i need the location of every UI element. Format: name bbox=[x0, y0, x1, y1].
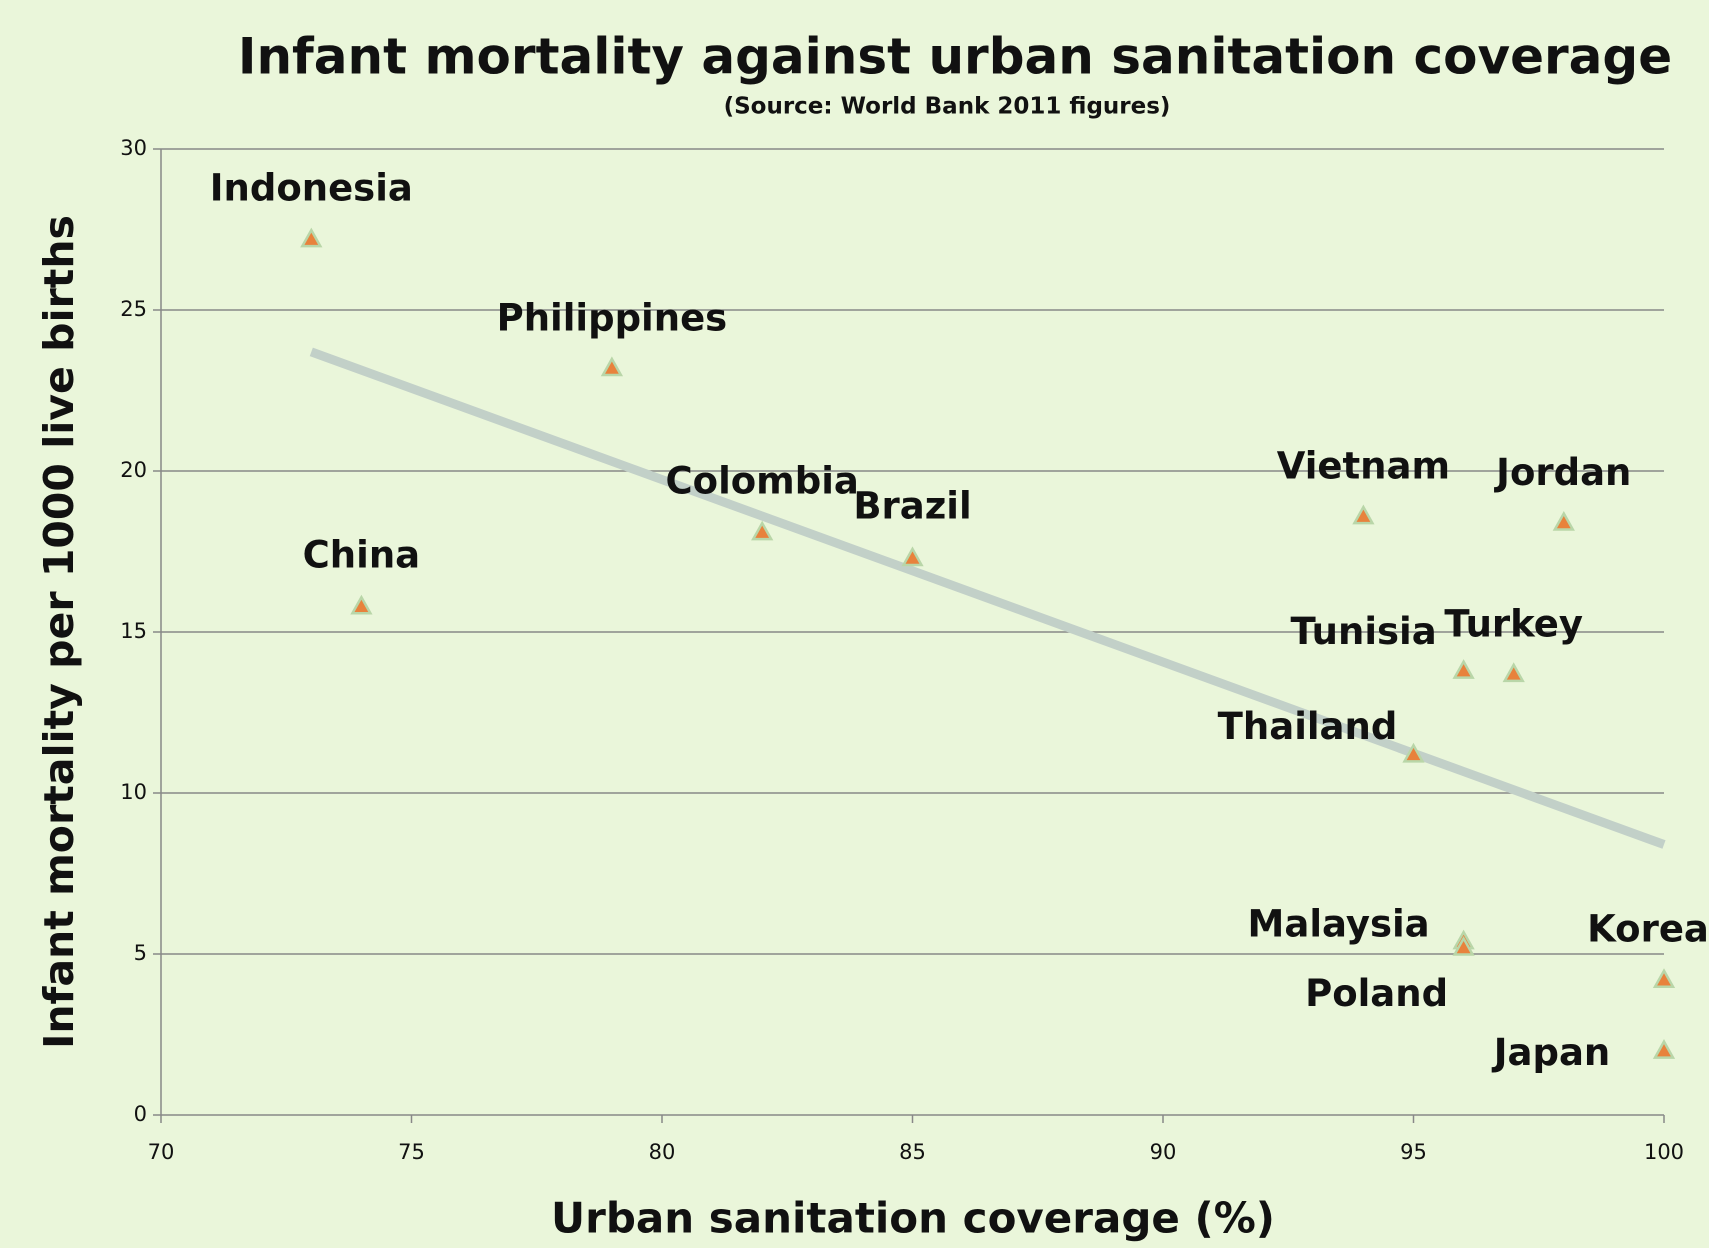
point-label: China bbox=[303, 534, 421, 577]
marker bbox=[1502, 662, 1525, 683]
marker bbox=[1352, 504, 1375, 525]
x-tick-label: 85 bbox=[899, 1140, 926, 1164]
y-tick-label: 0 bbox=[134, 1102, 147, 1126]
marker bbox=[300, 227, 323, 248]
chart-subtitle: (Source: World Bank 2011 figures) bbox=[724, 94, 1171, 120]
marker bbox=[1652, 968, 1676, 989]
x-tick-label: 100 bbox=[1644, 1140, 1684, 1164]
x-tick-label: 95 bbox=[1400, 1140, 1427, 1164]
point-label: Thailand bbox=[1218, 705, 1398, 748]
marker bbox=[1402, 742, 1425, 763]
marker bbox=[1552, 510, 1575, 531]
x-tick-label: 90 bbox=[1150, 1140, 1177, 1164]
x-axis-label: Urban sanitation coverage (%) bbox=[551, 1194, 1275, 1243]
point-label: Colombia bbox=[666, 460, 859, 503]
x-tick-label: 80 bbox=[649, 1140, 676, 1164]
point-label: Turkey bbox=[1444, 602, 1583, 645]
point-label: Korea bbox=[1587, 907, 1709, 950]
y-tick-label: 30 bbox=[120, 136, 147, 160]
marker bbox=[1652, 1039, 1676, 1059]
point-label: Vietnam bbox=[1277, 445, 1450, 488]
y-tick-label: 25 bbox=[120, 297, 147, 321]
point-label: Indonesia bbox=[210, 167, 413, 210]
marker bbox=[350, 594, 373, 615]
marker bbox=[901, 546, 924, 567]
point-label: Japan bbox=[1491, 1031, 1611, 1074]
y-axis-label: Infant mortality per 1000 live births bbox=[35, 215, 83, 1049]
y-tick-label: 5 bbox=[134, 941, 147, 965]
chart-title: Infant mortality against urban sanitatio… bbox=[238, 28, 1672, 86]
marker bbox=[1452, 936, 1475, 956]
point-label: Philippines bbox=[497, 296, 728, 339]
point-label: Poland bbox=[1305, 972, 1448, 1015]
marker bbox=[751, 520, 774, 541]
point-label: Malaysia bbox=[1248, 903, 1430, 946]
y-tick-label: 15 bbox=[120, 619, 147, 643]
trendline bbox=[309, 347, 1666, 849]
point-label: Brazil bbox=[853, 484, 971, 527]
point-label: Tunisia bbox=[1290, 610, 1436, 653]
point-label: Jordan bbox=[1493, 451, 1631, 494]
x-tick-label: 75 bbox=[398, 1140, 425, 1164]
marker bbox=[1452, 659, 1475, 679]
x-tick-label: 70 bbox=[148, 1140, 175, 1164]
marker bbox=[600, 356, 624, 377]
y-tick-label: 10 bbox=[120, 780, 147, 804]
y-tick-label: 20 bbox=[120, 458, 147, 482]
